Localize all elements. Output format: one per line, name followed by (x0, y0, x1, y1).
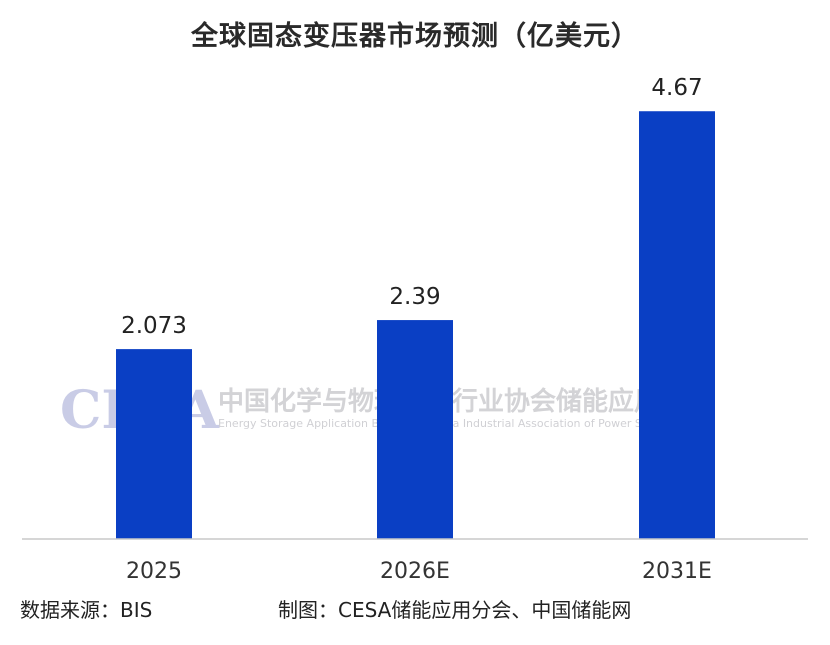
value-label-2031E: 4.67 (651, 75, 702, 101)
chart-title: 全球固态变压器市场预测（亿美元） (191, 21, 639, 52)
watermark-name-cn: 中国化学与物理电源行业协会储能应用分会 (218, 386, 712, 417)
bars-group: 2.073 2.39 4.67 (116, 75, 715, 539)
x-tick-2026E: 2026E (380, 559, 450, 584)
bar-2026E (377, 320, 453, 539)
chart-credit-note: 制图：CESA储能应用分会、中国储能网 (278, 598, 632, 622)
x-tick-labels: 2025 2026E 2031E (126, 559, 712, 584)
value-label-2025: 2.073 (121, 313, 187, 339)
data-source-note: 数据来源：BIS (20, 598, 153, 622)
x-tick-2025: 2025 (126, 559, 182, 584)
bar-2025 (116, 349, 192, 539)
value-label-2026E: 2.39 (389, 284, 440, 310)
x-tick-2031E: 2031E (642, 559, 712, 584)
bar-2031E (639, 111, 715, 539)
